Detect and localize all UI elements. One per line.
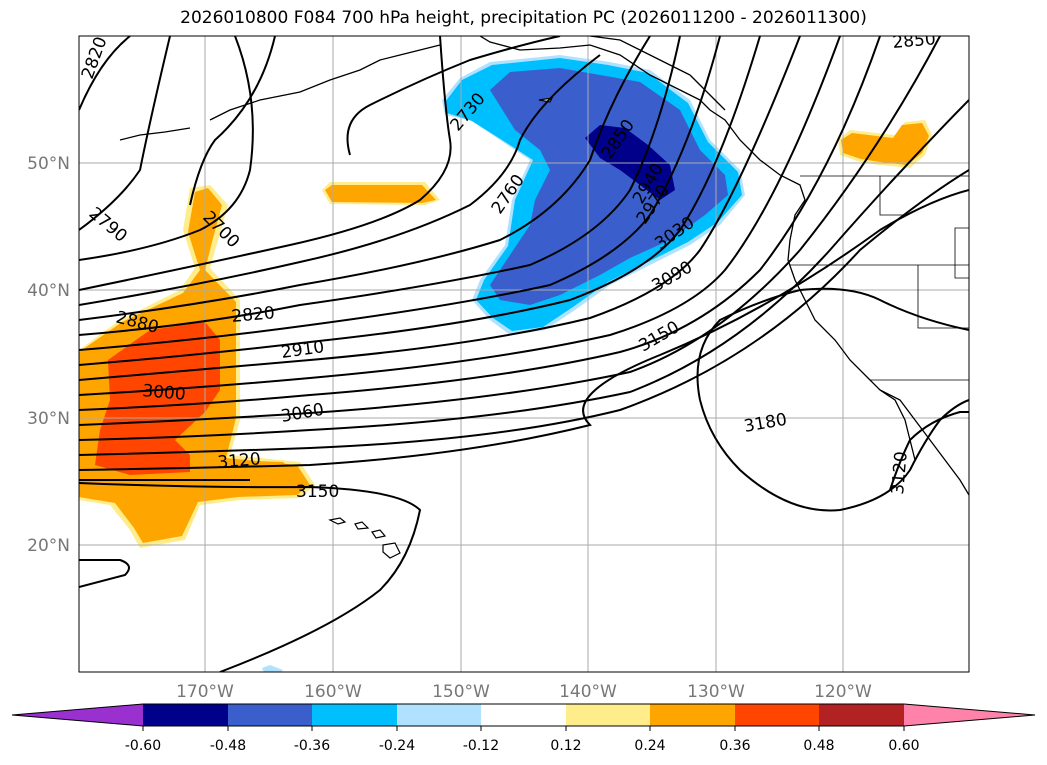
colorbar-tick-label: 0.24 xyxy=(634,738,665,754)
latitude-labels: 50°N 40°N 30°N 20°N xyxy=(27,154,70,556)
colorbar-tick-label: 0.60 xyxy=(888,738,919,754)
lon-label: 160°W xyxy=(304,682,362,702)
map-plot-area: 2820 2790 2700 2730 2760 2850 2940 2970 … xyxy=(79,29,969,672)
political-borders xyxy=(790,175,969,381)
colorbar-segment xyxy=(481,704,566,726)
lon-label: 170°W xyxy=(176,682,234,702)
colorbar-segment xyxy=(735,704,819,726)
colorbar-tick-label: -0.24 xyxy=(379,738,415,754)
colorbar-segment xyxy=(312,704,397,726)
contour-label: 3120 xyxy=(888,451,912,496)
colorbar-segment xyxy=(228,704,312,726)
lat-label: 50°N xyxy=(27,154,70,174)
map-frame xyxy=(78,35,970,673)
height-contours xyxy=(79,36,969,672)
colorbar-extend-high xyxy=(904,704,1035,726)
negative-anomaly-fill xyxy=(262,55,745,672)
colorbar: -0.60 -0.48 -0.36 -0.24 -0.12 0.12 0.24 … xyxy=(11,703,1036,754)
lon-label: 130°W xyxy=(687,682,745,702)
colorbar-tick-label: 0.12 xyxy=(550,738,581,754)
contour-label: 3150 xyxy=(296,482,339,502)
contour-label: 3120 xyxy=(217,449,262,473)
colorbar-tick-label: -0.36 xyxy=(294,738,330,754)
colorbar-tick-label: 0.36 xyxy=(719,738,750,754)
lon-label: 120°W xyxy=(814,682,872,702)
contour-label: 2850 xyxy=(892,29,937,53)
map-title: 2026010800 F084 700 hPa height, precipit… xyxy=(180,8,867,28)
colorbar-segment xyxy=(650,704,735,726)
colorbar-tick-label: 0.48 xyxy=(803,738,834,754)
lon-label: 150°W xyxy=(432,682,490,702)
colorbar-segment xyxy=(143,704,228,726)
colorbar-segment xyxy=(819,704,904,726)
colorbar-tick-label: -0.48 xyxy=(210,738,246,754)
colorbar-extend-low xyxy=(12,704,143,726)
lat-label: 30°N xyxy=(27,409,70,429)
contour-label: 3000 xyxy=(142,381,187,405)
lat-label: 40°N xyxy=(27,281,70,301)
longitude-labels: 170°W 160°W 150°W 140°W 130°W 120°W xyxy=(176,682,872,702)
colorbar-segment xyxy=(566,704,650,726)
lat-label: 20°N xyxy=(27,536,70,556)
colorbar-tick-label: -0.12 xyxy=(463,738,499,754)
lon-label: 140°W xyxy=(559,682,617,702)
colorbar-segment xyxy=(397,704,481,726)
colorbar-tick-label: -0.60 xyxy=(125,738,161,754)
contour-label: 2820 xyxy=(231,303,276,327)
islands xyxy=(328,97,554,559)
